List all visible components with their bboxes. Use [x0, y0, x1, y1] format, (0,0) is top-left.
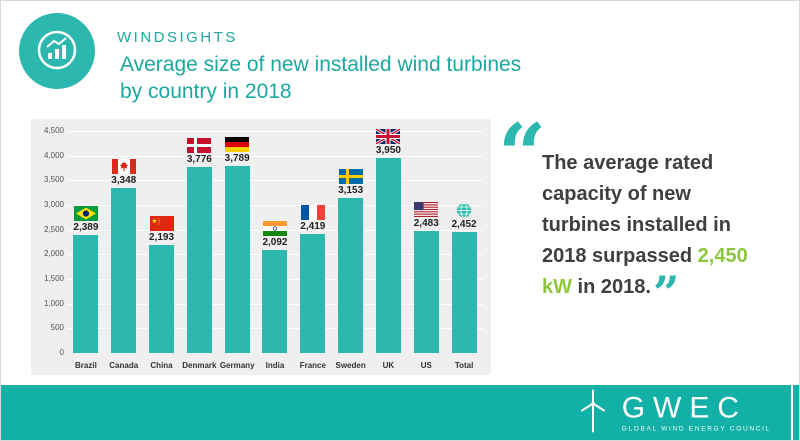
y-axis-tick-label: 1,500	[43, 274, 64, 283]
gwec-logo-text: GWEC	[621, 391, 748, 424]
y-axis-tick-label: 0	[59, 348, 64, 357]
flag-brazil-icon	[73, 206, 98, 222]
flag-germany-icon	[225, 137, 250, 153]
x-axis-tick-label: France	[299, 361, 326, 370]
bar-group-france: 2,419	[294, 204, 332, 353]
x-axis-tick-label: China	[150, 361, 173, 370]
flag-us-icon	[414, 201, 439, 217]
quote-text-after: in 2018.	[572, 276, 651, 298]
gwec-wordmark: GWEC GLOBAL WIND ENERGY COUNCIL	[621, 391, 771, 433]
bar-group-brazil: 2,389	[67, 206, 105, 353]
bar-group-us: 2,483	[407, 201, 445, 353]
bar-value-label: 2,193	[149, 231, 175, 243]
bar-value-label: 3,950	[375, 145, 401, 157]
gridline	[67, 131, 483, 132]
wind-turbine-icon	[572, 387, 614, 438]
page-title-line2: by country in 2018	[120, 80, 292, 103]
y-axis-tick-label: 500	[50, 323, 64, 333]
x-axis-tick-label: Germany	[219, 361, 255, 370]
bar-value-label: 2,092	[262, 236, 288, 248]
bar-value-label: 3,348	[111, 174, 137, 186]
flag-globe-icon	[452, 203, 476, 218]
bar-germany	[224, 166, 250, 353]
bar-group-germany: 3,789	[218, 137, 256, 353]
y-axis-tick-label: 3,500	[43, 175, 64, 185]
bar-total	[451, 232, 477, 353]
bar-chart: 0 500 1,000 1,500 2,000 2,500 3,000 3,500 4,000 4…	[31, 119, 491, 375]
y-axis-tick-label: 1,000	[43, 298, 64, 308]
x-axis-tick-label: Sweden	[335, 361, 366, 370]
footer-divider	[791, 385, 793, 440]
gridline	[67, 155, 483, 157]
bar-value-label: 3,776	[186, 153, 212, 165]
gwec-logo: GWEC GLOBAL WIND ENERGY COUNCIL	[572, 387, 771, 438]
gwec-logo-subtext: GLOBAL WIND ENERGY COUNCIL	[621, 425, 771, 432]
bar-value-label: 2,419	[300, 220, 326, 232]
flag-china-icon	[149, 215, 174, 231]
flag-india-icon	[262, 220, 287, 236]
flag-sweden-icon	[338, 168, 363, 184]
flag-france-icon	[300, 204, 325, 220]
y-axis-tick-label: 4,500	[43, 126, 64, 135]
bar-canada	[111, 187, 137, 353]
bar-sweden	[338, 197, 364, 353]
gridline	[67, 180, 483, 182]
brand-name: WINDSIGHTS	[117, 29, 238, 46]
bar-brazil	[73, 235, 99, 353]
bar-denmark	[186, 166, 212, 353]
x-axis-tick-label: Canada	[109, 361, 139, 370]
quote-highlight: 2,450 kW	[542, 245, 748, 298]
page-title: Average size of new installed wind turbi…	[120, 51, 521, 105]
windsights-logo-icon	[19, 13, 95, 89]
bar-us	[413, 230, 439, 353]
flag-uk-icon	[376, 129, 401, 145]
x-axis-tick-label: India	[265, 361, 285, 370]
bar-group-sweden: 3,153	[332, 168, 370, 353]
bar-value-label: 3,153	[338, 184, 364, 196]
bar-china	[149, 244, 175, 353]
x-axis-tick-label: Denmark	[182, 361, 217, 370]
quote-text: The average rated capacity of new turbin…	[542, 148, 772, 316]
bar-group-china: 2,193	[143, 215, 181, 353]
bar-value-label: 2,483	[413, 217, 439, 229]
bar-value-label: 3,789	[224, 153, 250, 165]
x-axis-tick-label: US	[420, 361, 432, 370]
y-axis-tick-label: 2,000	[43, 249, 64, 259]
bar-india	[262, 249, 288, 353]
bar-france	[300, 233, 326, 353]
y-axis-tick-label: 3,000	[43, 200, 64, 209]
bar-group-canada: 3,348	[105, 158, 143, 353]
x-axis-tick-label: Brazil	[75, 361, 97, 370]
bar-value-label: 2,452	[451, 219, 477, 230]
footer-bar: GWEC GLOBAL WIND ENERGY COUNCIL	[1, 385, 799, 440]
flag-canada-icon	[111, 158, 136, 174]
bar-group-uk: 3,950	[370, 129, 408, 353]
flag-denmark-icon	[187, 137, 212, 153]
y-axis-tick-label: 2,500	[43, 224, 64, 234]
y-axis-tick-label: 4,000	[43, 150, 64, 160]
bar-group-denmark: 3,776	[180, 137, 218, 353]
page-title-line1: Average size of new installed wind turbi…	[120, 53, 522, 76]
gridline	[67, 205, 483, 206]
x-axis-tick-label: UK	[382, 361, 395, 370]
bar-group-total: 2,452	[445, 203, 483, 353]
quote-text-before: The average rated capacity of new turbin…	[542, 152, 731, 267]
close-quote-icon: ”	[652, 266, 680, 320]
x-axis-tick-label: Total	[454, 361, 474, 370]
open-quote-icon: “	[498, 105, 547, 204]
bar-group-india: 2,092	[256, 220, 294, 353]
bar-value-label: 2,389	[73, 222, 99, 234]
bar-uk	[375, 158, 401, 353]
